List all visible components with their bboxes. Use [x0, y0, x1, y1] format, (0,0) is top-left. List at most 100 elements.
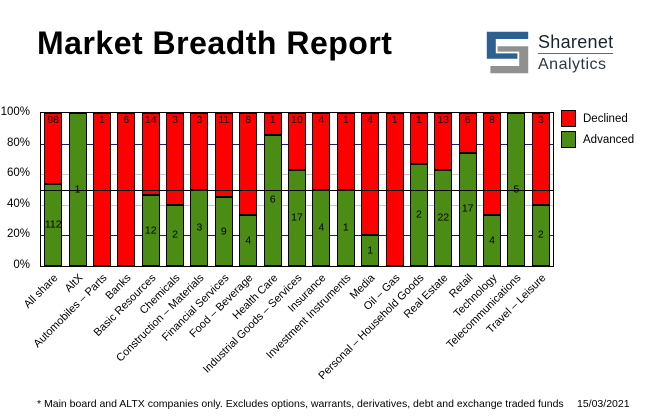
bar-value-advanced: 2	[415, 208, 422, 221]
bar-segment-advanced	[44, 184, 63, 266]
legend-item-advanced: Advanced	[561, 131, 634, 148]
bar-value-advanced: 2	[172, 228, 179, 241]
bar-value-declined: 1	[269, 114, 276, 126]
bar-segment-declined	[214, 113, 233, 198]
bar-segment-declined	[409, 113, 428, 164]
bar-value-declined: 13	[437, 114, 450, 126]
logo-text: Sharenet Analytics	[538, 31, 614, 74]
bar-value-advanced: 1	[367, 244, 374, 257]
logo-brand: Sharenet	[538, 31, 614, 52]
bar-segment-declined	[312, 113, 331, 190]
bar-value-declined: 3	[172, 114, 179, 126]
bar-segment-declined	[44, 113, 63, 185]
bar-segment-advanced	[531, 204, 550, 266]
chart-legend: Declined Advanced	[561, 110, 634, 152]
legend-label-declined: Declined	[583, 112, 628, 125]
x-axis-labels: All share AltX Automobiles – Parts Banks Bas…	[22, 267, 552, 412]
bar-value-advanced: 9	[220, 225, 227, 238]
bar-value-advanced: 2	[537, 228, 544, 241]
bar-value-advanced: 5	[504, 184, 528, 195]
bar-value-declined: 11	[218, 114, 230, 126]
bar-segment-declined	[263, 113, 282, 135]
bar-value-declined: 4	[318, 114, 325, 126]
bar-segment-declined	[141, 113, 160, 196]
bar-segment-declined	[166, 113, 185, 205]
bar-value-declined: 1	[391, 114, 398, 126]
page-title: Market Breadth Report	[37, 25, 393, 61]
bar-value-declined: 10	[291, 114, 303, 126]
bar-segment-declined	[190, 113, 209, 190]
bar-segment-declined	[458, 113, 477, 153]
legend-swatch-advanced	[561, 131, 576, 148]
y-axis-label: 40%	[6, 197, 30, 210]
bar-value-declined: 3	[537, 114, 544, 126]
logo-mark-bottom	[490, 46, 529, 74]
bar-value-declined: 1	[99, 114, 105, 126]
bar-segment-declined	[239, 113, 258, 215]
legend-item-declined: Declined	[561, 110, 634, 127]
bar-value-advanced: 1	[66, 184, 90, 195]
bar-value-advanced: 4	[318, 221, 325, 234]
sharenet-logo: Sharenet Analytics	[485, 29, 614, 76]
bar-value-declined: 6	[464, 114, 471, 126]
bar-segment-declined	[434, 113, 453, 170]
bar-value-advanced: 22	[437, 211, 450, 224]
bar-retail: 6 17	[458, 113, 477, 266]
bar-segment-advanced	[458, 152, 477, 266]
bar-value-declined: 8	[489, 114, 495, 126]
bar-value-advanced: 3	[196, 221, 203, 234]
midline-50	[41, 189, 553, 191]
bar-value-advanced: 112	[44, 218, 62, 231]
bar-basic-resources: 14 12	[141, 113, 160, 266]
report-date: 15/03/2021	[577, 398, 630, 410]
bar-industrial-goods-services: 10 17	[288, 113, 306, 266]
bar-value-advanced: 17	[291, 211, 303, 224]
bar-segment-advanced	[141, 195, 160, 266]
bar-value-advanced: 4	[245, 234, 252, 246]
y-axis: 100% 80% 60% 40% 20% 0%	[0, 106, 35, 271]
bar-value-advanced: 6	[269, 193, 276, 206]
bar-segment-declined	[483, 113, 502, 215]
bar-segment-advanced	[214, 197, 233, 266]
y-axis-label: 80%	[6, 136, 30, 149]
bar-segment-advanced	[263, 134, 282, 266]
bar-financial-services: 11 9	[214, 113, 233, 266]
bar-segment-advanced	[166, 204, 185, 266]
logo-divider	[538, 52, 614, 54]
sharenet-logo-icon	[486, 31, 529, 74]
bar-segment-declined	[288, 113, 306, 170]
bar-segment-declined	[361, 113, 380, 236]
bar-segment-advanced	[483, 215, 502, 266]
bar-segment-advanced	[239, 215, 258, 266]
bar-value-declined: 14	[144, 114, 157, 126]
legend-swatch-declined	[561, 110, 576, 127]
bar-value-declined: 1	[415, 114, 422, 126]
footnote: * Main board and ALTX companies only. Ex…	[37, 398, 564, 410]
bar-segment-declined	[531, 113, 550, 205]
y-axis-label: 60%	[6, 167, 30, 180]
bar-value-declined: 1	[342, 114, 349, 126]
bar-value-advanced: 4	[489, 234, 495, 246]
bar-value-advanced: 17	[461, 202, 474, 215]
bar-segment-advanced	[434, 169, 453, 266]
bar-value-advanced: 1	[342, 221, 349, 234]
bar-segment-advanced	[288, 169, 306, 266]
bar-value-declined: 3	[196, 114, 203, 126]
bar-real-estate: 13 22	[434, 113, 453, 266]
bar-value-declined: 4	[367, 114, 374, 126]
bar-value-advanced: 12	[144, 224, 157, 237]
bar-segment-declined	[336, 113, 355, 190]
logo-subtitle: Analytics	[538, 55, 607, 73]
bar-value-declined: 8	[245, 114, 252, 126]
bar-value-declined: 98	[47, 114, 60, 126]
bar-value-declined: 6	[123, 114, 130, 126]
